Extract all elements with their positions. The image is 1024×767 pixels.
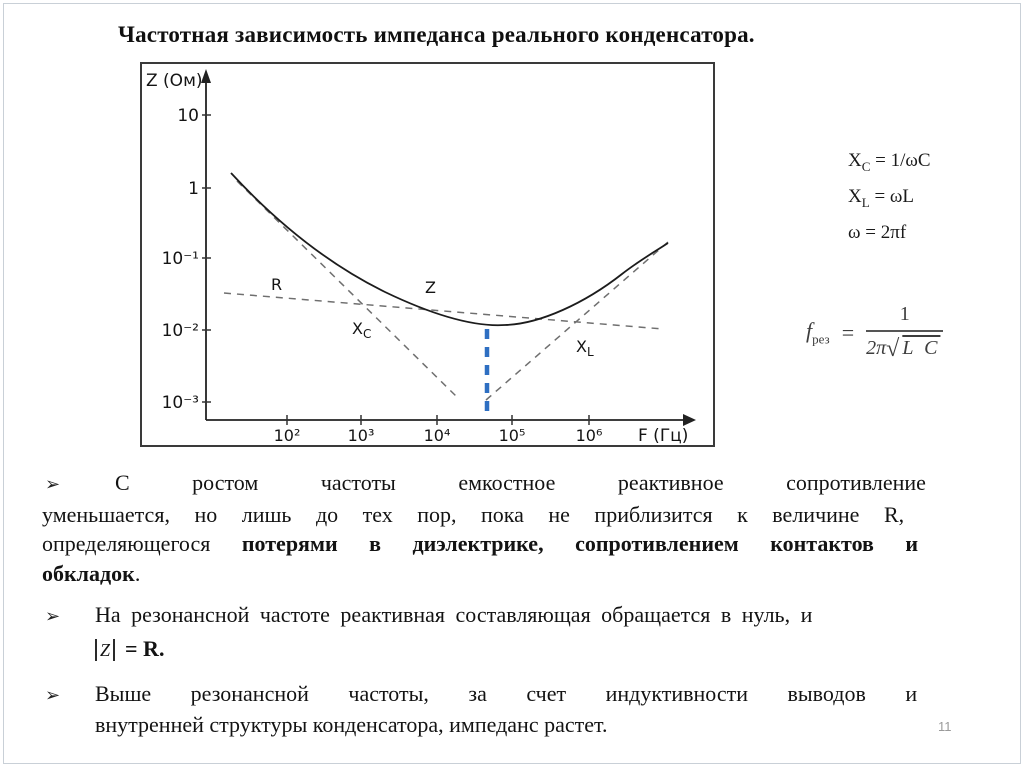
resonance-frequency-formula: fрез = 1 2π√ L C (806, 303, 944, 363)
bullet-2-line-1: ➢ На резонансной частоте реактивная соста… (42, 600, 990, 632)
bullet-3: ➢ Выше резонансной частоты, за счет индук… (42, 679, 990, 740)
bullet-1-line-1: ➢ С ростом частоты емкостное реактивное с… (42, 468, 990, 500)
formula-xl: XL = ωL (848, 185, 915, 210)
formula-xc: XC = 1/ωC (848, 150, 931, 174)
bullet-2-line-2: Z = R. (95, 632, 990, 667)
fres-equals: = (841, 320, 855, 345)
xl-dashed-line (485, 241, 669, 401)
x-tick-label: 10³ (348, 426, 375, 445)
impedance-chart-svg: Z (Ом) F (Гц) 10 1 10⁻¹ 10⁻² 10⁻³ 10² 10… (146, 69, 696, 445)
x-axis-title: F (Гц) (638, 426, 688, 445)
formulas-block: XC = 1/ωC XL = ωL ω = 2πf (848, 146, 931, 248)
bullet-3-line-1: ➢ Выше резонансной частоты, за счет индук… (42, 679, 990, 711)
tick-marks (202, 114, 590, 425)
bullet-list: ➢ С ростом частоты емкостное реактивное с… (42, 468, 990, 752)
abs-bar-icon (113, 638, 116, 661)
formula-omega: ω = 2πf (848, 221, 907, 243)
bullet-2: ➢ На резонансной частоте реактивная соста… (42, 600, 990, 667)
arrow-bullet-icon: ➢ (45, 684, 61, 706)
y-tick-label: 10⁻² (162, 321, 199, 341)
bullet-1-line-3: определяющегося потерями в диэлектрике, … (42, 531, 919, 556)
x-tick-label: 10² (274, 426, 301, 445)
y-tick-label: 10⁻³ (162, 393, 199, 413)
slide-title: Частотная зависимость импеданса реальног… (118, 22, 755, 47)
x-axis-arrow-icon (683, 414, 696, 426)
bullet-1-line-4: обкладок. (42, 560, 141, 586)
bullet-3-line-2: внутренней структуры конденсатора, импед… (95, 712, 608, 737)
y-axis-title: Z (Ом) (146, 71, 203, 91)
y-tick-label: 10 (177, 106, 199, 126)
x-tick-label: 10⁵ (499, 426, 526, 445)
impedance-curve (230, 172, 669, 327)
bullet-1: ➢ С ростом частоты емкостное реактивное с… (42, 468, 990, 588)
sqrt-icon: √ (886, 336, 900, 362)
arrow-bullet-icon: ➢ (45, 606, 61, 627)
arrow-bullet-icon: ➢ (45, 474, 61, 495)
xl-curve-label: XL (576, 337, 594, 359)
x-tick-label: 10⁴ (424, 426, 451, 445)
fraction-bar (866, 330, 944, 332)
y-tick-label: 10⁻¹ (162, 249, 199, 269)
abs-bar-icon (95, 638, 97, 661)
page-number: 11 (938, 719, 952, 734)
fres-denominator: 2π√ L C (866, 336, 941, 362)
xc-curve-label: XC (352, 319, 371, 341)
fres-fraction: 1 2π√ L C (866, 303, 944, 363)
fres-lhs: fрез (806, 318, 830, 347)
y-axis-arrow-icon (201, 69, 211, 83)
r-dashed-line (223, 292, 664, 330)
bullet-1-line-2: уменьшается, но лишь до тех пор, пока не… (42, 501, 905, 527)
z-curve-label: Z (425, 278, 436, 297)
x-tick-label: 10⁶ (576, 426, 603, 445)
y-tick-label: 1 (188, 179, 199, 199)
r-curve-label: R (271, 275, 282, 294)
impedance-chart: Z (Ом) F (Гц) 10 1 10⁻¹ 10⁻² 10⁻³ 10² 10… (140, 62, 715, 447)
